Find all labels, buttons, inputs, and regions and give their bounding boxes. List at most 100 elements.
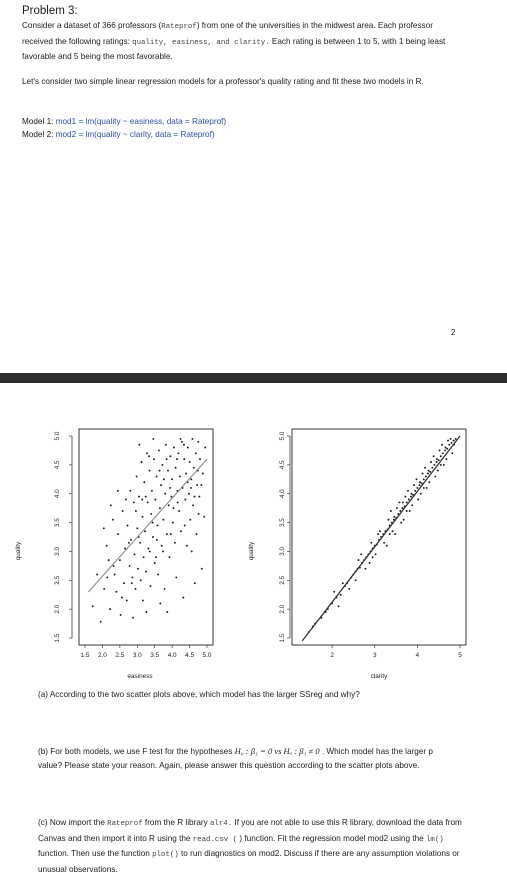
plot1-data-point <box>190 550 193 553</box>
plot2-data-point <box>450 441 453 444</box>
question-a: (a) According to the two scatter plots a… <box>38 690 360 699</box>
plot2-data-point <box>418 484 421 487</box>
plot2-data-point <box>436 469 439 472</box>
plot1-data-point <box>138 443 141 446</box>
plot1-x-tick-label: 4.0 <box>168 652 177 659</box>
plot1-data-point <box>197 512 200 515</box>
plot1-data-point <box>135 475 138 478</box>
plot2-data-point <box>435 461 438 463</box>
plot2-frame <box>291 428 467 646</box>
plot2-data-point <box>408 510 411 512</box>
plot2-data-point <box>370 541 373 544</box>
plot2-data-point <box>448 443 451 446</box>
plot1-data-point <box>171 478 174 481</box>
plot2-data-point <box>422 486 425 489</box>
plot1-data-point <box>169 486 172 489</box>
plot2-data-point <box>417 498 420 501</box>
plot2-data-point <box>339 593 342 596</box>
question-c-text-2: from the R library <box>142 818 210 827</box>
plot2-data-point <box>394 533 397 536</box>
plot1-data-point <box>164 492 167 495</box>
plot2-data-point <box>410 492 413 495</box>
plot1-data-point <box>107 559 110 562</box>
plot1-data-point <box>112 564 115 567</box>
plot1-data-point <box>118 559 121 562</box>
plot2-x-tick-label: 4 <box>416 652 420 659</box>
plot1-data-point <box>158 507 161 510</box>
plot2-data-point <box>427 469 430 472</box>
plot1-data-point <box>187 492 190 495</box>
plot1-data-point <box>121 510 124 512</box>
plot2-data-point <box>357 559 360 562</box>
plot2-data-point <box>427 472 429 475</box>
plot1-data-point <box>188 461 191 463</box>
plot1-data-point <box>172 446 175 449</box>
plot2-x-tick-label: 5 <box>458 652 462 659</box>
plot1-data-point <box>162 478 165 481</box>
plot2-data-point <box>414 489 417 492</box>
plot1-data-point <box>117 533 120 536</box>
plot1-data-point <box>190 486 192 489</box>
plot1-data-point <box>119 613 122 616</box>
plot2-y-tick-label: 2.0 <box>279 604 286 613</box>
intro-code-rateprof: Rateprof <box>161 23 197 31</box>
plot1-data-point <box>126 524 129 527</box>
plot2-data-point <box>404 495 407 498</box>
plot1-data-point <box>102 527 105 530</box>
scatter-plots-svg: 1.5 2.0 2.5 3.0 3.5 4.0 4.5 5.0 quality 1.5 2.0 2.5… <box>15 428 467 680</box>
plot2-data-point <box>436 458 438 461</box>
plot1-data-point <box>183 524 186 527</box>
plot2-data-point <box>431 466 434 469</box>
model-1-line: Model 1: mod1 = lm(quality ~ easiness, d… <box>22 117 226 126</box>
plot2-data-point <box>402 518 405 521</box>
plot1-y-tick-label: 4.0 <box>54 489 61 498</box>
plot1-data-point <box>169 533 172 536</box>
plot1-data-point <box>132 501 135 504</box>
plot2-data-point <box>389 510 392 512</box>
plot1-frame <box>78 428 214 646</box>
plot1-data-point <box>152 536 154 538</box>
plot2-data-point <box>451 452 454 455</box>
plot2-data-point <box>454 437 457 440</box>
plot2-x-tick-label: 3 <box>373 652 377 659</box>
plot1-data-point <box>141 498 144 501</box>
plot2-data-point <box>428 481 431 484</box>
plot2-data-point <box>354 579 357 582</box>
plot1-data-point <box>185 472 188 475</box>
model-2-code: mod2 = lm(quality ~ clarity, data = Rate… <box>55 130 215 139</box>
plot1-data-point <box>125 599 128 602</box>
plot1-data-point <box>157 573 160 576</box>
plot2-data-point <box>445 458 448 461</box>
plot1-data-point <box>171 521 174 524</box>
plot1-data-point <box>176 501 179 504</box>
plot1-data-point <box>99 620 102 623</box>
plot2-data-point <box>449 437 452 440</box>
question-c-code-2: alr4. <box>209 820 233 828</box>
question-c-text-6: to run diagnostics on mod2. Discuss if t… <box>38 849 460 874</box>
plot2-data-point <box>424 475 427 478</box>
plot1-x-tick-label: 3.0 <box>133 652 142 659</box>
plot1-data-point <box>182 596 185 599</box>
plot1-data-point <box>189 518 192 521</box>
plot2-data-point <box>407 498 410 501</box>
plot1-data-point <box>160 484 162 487</box>
plot2-data-point <box>383 541 386 544</box>
plot1-data-point <box>138 495 140 498</box>
plot2-data-point <box>388 533 391 536</box>
plot1-data-point <box>150 489 153 492</box>
plot2-data-point <box>447 439 450 442</box>
plot2-data-point <box>432 455 435 458</box>
plot1-data-point <box>176 458 178 461</box>
plot1-data-point <box>172 507 175 510</box>
plot1-data-point <box>141 515 144 518</box>
plot2-data-point <box>393 515 396 518</box>
plot2-data-point <box>405 501 408 504</box>
plot1-data-point <box>197 440 200 443</box>
plot1-data-point <box>149 585 152 588</box>
plot1-data-point <box>130 538 132 541</box>
plot2-x-tick-label: 2 <box>330 652 334 659</box>
plot1-data-point <box>123 582 125 585</box>
plot1-data-point <box>194 452 197 455</box>
plot1-data-point <box>196 484 199 487</box>
intro-paragraph: Consider a dataset of 366 professors (Ra… <box>22 19 462 64</box>
